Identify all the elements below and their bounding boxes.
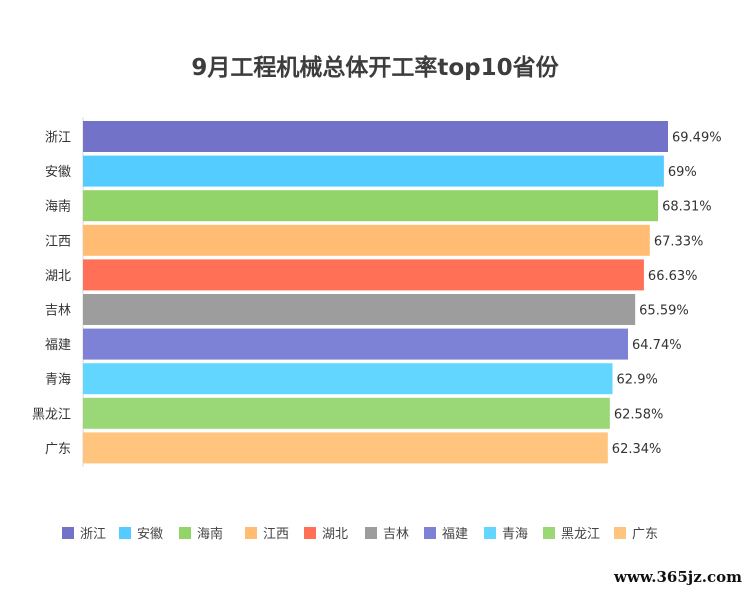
- bar-9: [83, 432, 608, 464]
- data-label: 65.59%: [639, 304, 689, 319]
- bar-7: [83, 363, 613, 395]
- watermark: www.365jz.com: [614, 568, 742, 586]
- legend-label: 黑龙江: [561, 527, 600, 542]
- bar-4: [83, 259, 644, 291]
- data-label: 64.74%: [632, 338, 682, 353]
- legend-swatch: [179, 527, 191, 539]
- bar-6: [83, 328, 629, 360]
- legend-swatch: [245, 527, 257, 539]
- legend-swatch: [304, 527, 316, 539]
- legend-label: 江西: [263, 527, 289, 542]
- legend-label: 福建: [442, 527, 468, 542]
- bar-3: [83, 224, 650, 256]
- category-label: 黑龙江: [32, 407, 71, 422]
- legend-swatch: [365, 527, 377, 539]
- category-label: 广东: [45, 442, 71, 457]
- data-label: 67.33%: [654, 234, 704, 249]
- bar-2: [83, 190, 659, 222]
- category-label: 湖北: [45, 269, 71, 284]
- bar-1: [83, 155, 664, 187]
- category-label: 海南: [45, 199, 71, 215]
- legend-swatch: [62, 527, 74, 539]
- chart-title: 9月工程机械总体开工率top10省份: [191, 55, 559, 81]
- data-label: 69%: [668, 165, 697, 180]
- legend-label: 湖北: [322, 527, 348, 542]
- category-label: 青海: [45, 373, 71, 388]
- data-label: 62.58%: [614, 407, 664, 422]
- bar-5: [83, 294, 636, 325]
- legend-label: 青海: [502, 527, 528, 542]
- legend-swatch: [543, 527, 555, 539]
- legend-label: 广东: [632, 527, 658, 542]
- legend-label: 海南: [197, 526, 223, 542]
- category-label: 吉林: [45, 304, 71, 319]
- data-label: 69.49%: [672, 131, 722, 146]
- legend-swatch: [614, 527, 626, 539]
- category-label: 福建: [45, 338, 71, 353]
- data-label: 62.9%: [617, 373, 658, 388]
- legend-swatch: [484, 527, 496, 539]
- legend-label: 浙江: [80, 527, 106, 542]
- category-label: 安徽: [45, 165, 71, 180]
- category-label: 浙江: [45, 131, 71, 146]
- data-label: 66.63%: [648, 269, 698, 284]
- bar-0: [83, 121, 668, 152]
- data-label: 62.34%: [612, 442, 662, 457]
- category-label: 江西: [45, 234, 71, 249]
- legend-label: 安徽: [137, 527, 163, 542]
- bar-8: [83, 397, 610, 429]
- legend-swatch: [424, 527, 436, 539]
- legend-swatch: [119, 527, 131, 539]
- data-label: 68.31%: [662, 200, 712, 215]
- legend-label: 吉林: [383, 527, 409, 542]
